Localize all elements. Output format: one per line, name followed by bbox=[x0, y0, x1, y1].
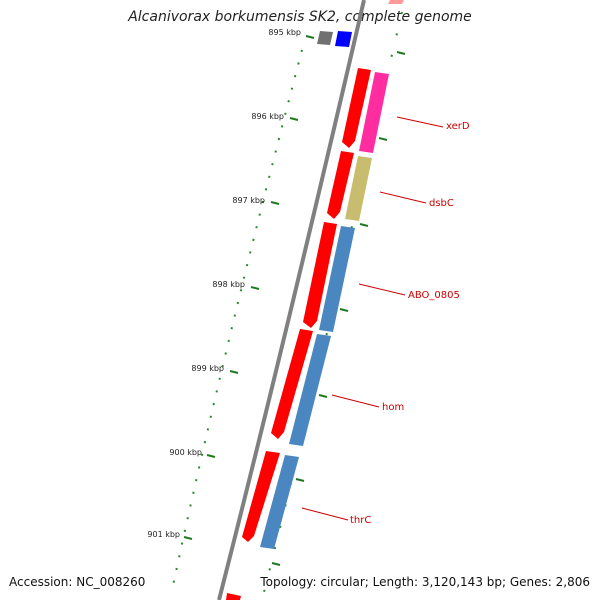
ruler-tick bbox=[289, 117, 299, 121]
gene-label-xerD: xerD bbox=[446, 121, 470, 132]
leader-hom bbox=[331, 394, 380, 408]
ruler-label-899: 899 kbp bbox=[191, 364, 224, 373]
feature-gray-small bbox=[317, 31, 333, 45]
label-leaders bbox=[301, 116, 444, 521]
inner-tick bbox=[271, 562, 281, 566]
inner-tick bbox=[378, 137, 388, 141]
inner-tick bbox=[359, 223, 369, 227]
ruler-label-901: 901 kbp bbox=[147, 530, 180, 539]
feature-red bbox=[271, 329, 313, 439]
inner-tick bbox=[339, 308, 349, 312]
feature-red bbox=[342, 68, 371, 148]
ruler-tick bbox=[270, 201, 280, 205]
ruler-label-897: 897 kbp bbox=[232, 196, 265, 205]
ruler-label-895: 895 kbp bbox=[268, 28, 301, 37]
gene-label-hom: hom bbox=[382, 402, 404, 413]
accession-text: Accession: NC_008260 bbox=[9, 575, 146, 589]
feature-red bbox=[242, 451, 280, 542]
feature-pink-top bbox=[388, 0, 404, 4]
feature-hom bbox=[289, 334, 331, 446]
ruler-tick bbox=[305, 35, 315, 39]
gene-label-thrC: thrC bbox=[350, 515, 371, 526]
feature-xerD bbox=[359, 72, 389, 153]
gene-label-dsbC: dsbC bbox=[429, 198, 454, 209]
ruler-tick bbox=[206, 454, 216, 458]
ruler-tick bbox=[229, 370, 239, 374]
ruler-tick bbox=[183, 536, 193, 540]
leader-dsbC bbox=[379, 191, 427, 204]
ruler-ticks bbox=[183, 35, 315, 540]
inner-track-ticks bbox=[271, 51, 406, 566]
feature-dsbC bbox=[345, 156, 372, 221]
ruler-label-896: 896 kbp bbox=[251, 112, 284, 121]
genome-backbone bbox=[217, 0, 366, 600]
inner-tick bbox=[396, 51, 406, 55]
forward-strand-features bbox=[226, 68, 371, 600]
blue-genes bbox=[260, 226, 355, 549]
feature-red bbox=[327, 151, 354, 219]
leader-xerD bbox=[396, 116, 444, 128]
ruler-tick bbox=[250, 286, 260, 290]
feature-red bbox=[303, 222, 337, 328]
map-title: Alcanivorax borkumensis SK2, complete ge… bbox=[128, 9, 472, 25]
feature-red bbox=[226, 593, 241, 600]
inner-tick bbox=[318, 394, 328, 398]
inner-tick bbox=[295, 478, 305, 482]
feature-blue-small bbox=[335, 31, 352, 47]
gene-label-ABO_0805: ABO_0805 bbox=[408, 290, 460, 301]
ruler-label-898: 898 kbp bbox=[212, 280, 245, 289]
feature-ABO_0805 bbox=[319, 226, 355, 332]
leader-thrC bbox=[301, 507, 349, 521]
feature-thrC bbox=[260, 455, 299, 549]
ruler-label-900: 900 kbp bbox=[169, 448, 202, 457]
genome-summary-text: Topology: circular; Length: 3,120,143 bp… bbox=[260, 575, 590, 589]
leader-ABO_0805 bbox=[358, 283, 406, 296]
